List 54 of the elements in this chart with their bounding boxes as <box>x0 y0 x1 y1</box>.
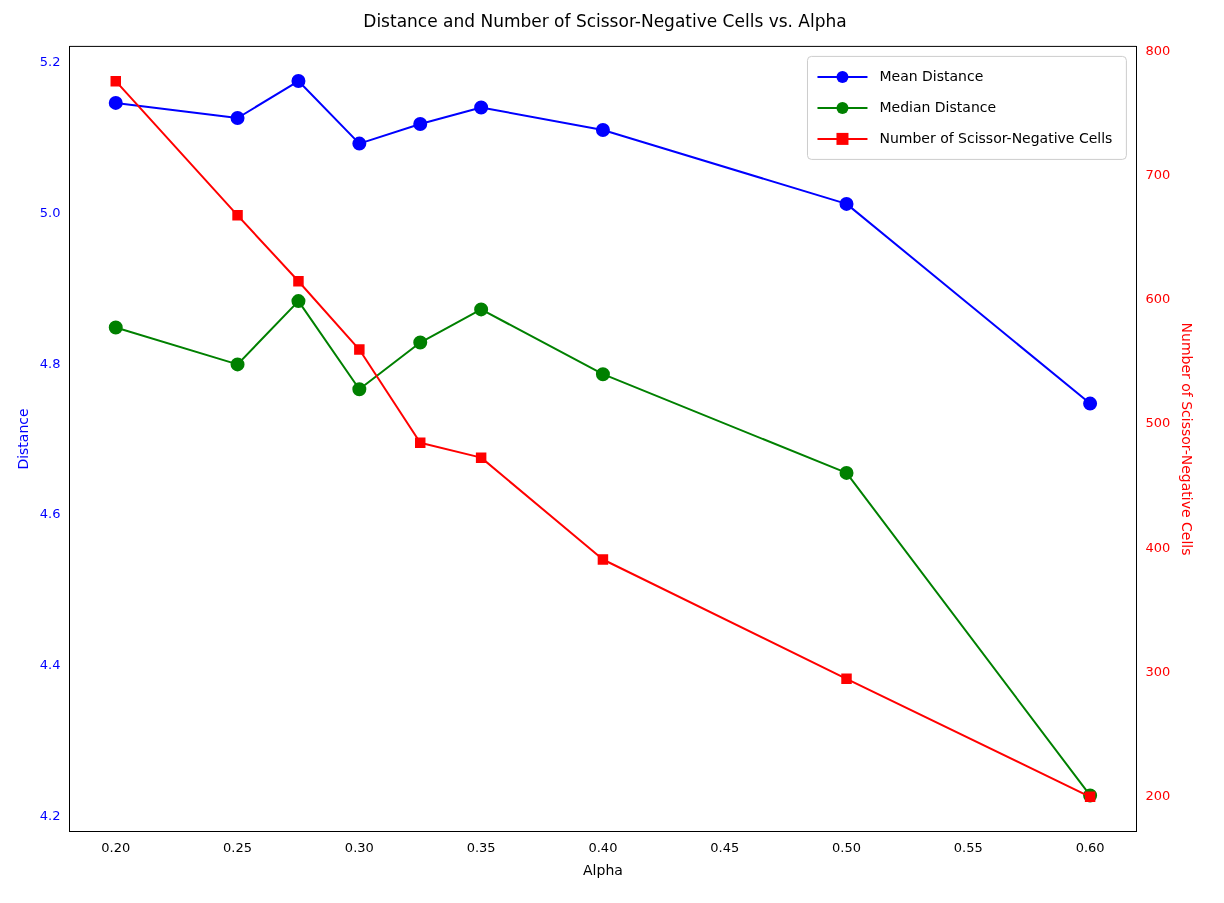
point <box>230 357 245 372</box>
point <box>354 344 365 355</box>
y-axis-title: Distance <box>15 408 32 470</box>
point <box>108 320 123 335</box>
point <box>474 302 489 317</box>
y2-tick-label: 500 <box>1145 415 1171 431</box>
y2-tick-label: 400 <box>1145 539 1171 555</box>
y2-tick-label: 300 <box>1145 663 1171 679</box>
legend-label: Median Distance <box>879 98 997 115</box>
point <box>291 74 306 89</box>
point <box>413 117 428 132</box>
x-tick-label: 0.30 <box>344 839 374 855</box>
x-tick-label: 0.35 <box>466 839 496 855</box>
legend-label: Mean Distance <box>879 67 984 84</box>
point <box>291 294 306 309</box>
x-tick-label: 0.45 <box>710 839 740 855</box>
point <box>352 136 367 151</box>
point <box>474 100 489 115</box>
point <box>415 437 426 448</box>
point <box>597 554 609 565</box>
chart-title: Distance and Number of Scissor-Negative Cells vs. Alpha <box>363 10 847 31</box>
point <box>1083 396 1098 411</box>
legend-label: Number of Scissor-Negative Cells <box>879 129 1113 146</box>
point <box>413 335 428 350</box>
y-tick-label: 4.8 <box>39 355 61 371</box>
y-tick-label: 4.6 <box>39 506 61 522</box>
x-tick-label: 0.50 <box>832 839 861 855</box>
x-axis-title: Alpha <box>583 862 623 879</box>
point <box>839 465 854 480</box>
y2-axis-title: Number of Scissor-Negative Cells <box>1178 322 1195 556</box>
x-tick-label: 0.40 <box>588 839 618 855</box>
y-tick-label: 5.2 <box>39 54 61 70</box>
point <box>230 110 245 125</box>
x-tick-label: 0.60 <box>1075 839 1105 855</box>
point <box>841 673 852 685</box>
x-tick-label: 0.25 <box>223 839 253 855</box>
y-tick-label: 5.0 <box>39 205 61 221</box>
point <box>595 367 610 382</box>
point <box>595 123 610 138</box>
x-tick-label: 0.55 <box>953 839 983 855</box>
point <box>352 382 367 397</box>
point <box>475 452 487 463</box>
x-tick-label: 0.20 <box>101 839 131 855</box>
y2-tick-label: 600 <box>1145 291 1171 307</box>
point <box>839 196 854 211</box>
y2-tick-label: 200 <box>1145 788 1171 804</box>
y2-tick-label: 800 <box>1145 42 1171 58</box>
point <box>293 275 304 287</box>
y-tick-label: 4.2 <box>39 807 61 823</box>
point <box>110 75 121 87</box>
point <box>108 95 123 110</box>
y-tick-label: 4.4 <box>39 657 61 673</box>
y2-tick-label: 700 <box>1145 166 1171 182</box>
point <box>232 210 243 221</box>
